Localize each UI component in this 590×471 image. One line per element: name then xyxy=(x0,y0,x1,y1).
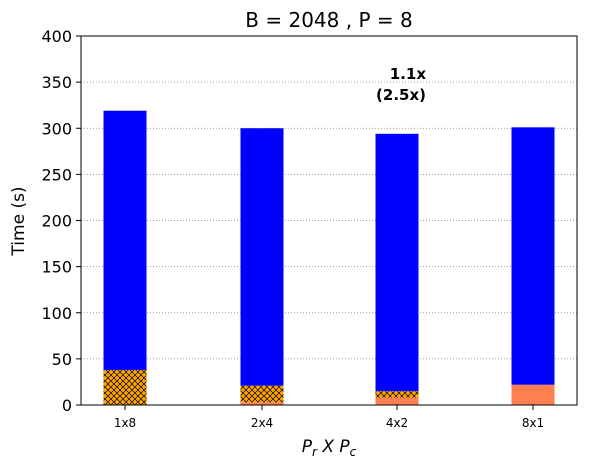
y-ticks: 0 50 100 150 200 250 300 350 400 xyxy=(41,27,81,415)
y-tick-label: 0 xyxy=(62,396,72,415)
speedup-annotation-secondary: (2.5x) xyxy=(376,86,426,104)
y-tick-label: 350 xyxy=(41,73,72,92)
grid-lines xyxy=(81,81,577,360)
bar-stacks xyxy=(103,110,555,405)
x-ticks: 1x8 2x4 4x2 8x1 xyxy=(114,405,544,430)
y-tick-label: 250 xyxy=(41,165,72,184)
bar-segment-8x1-2 xyxy=(511,127,555,385)
x-axis-label-base1: P xyxy=(302,437,313,457)
x-axis-label-sub1: r xyxy=(312,445,318,459)
x-axis-label-base2: P xyxy=(339,437,350,457)
x-tick-label: 2x4 xyxy=(251,416,273,430)
plot-frame xyxy=(80,35,578,406)
bar-segment-2x4-2 xyxy=(240,128,284,386)
chart-title: B = 2048 , P = 8 xyxy=(245,8,412,32)
bar-segment-1x8-1 xyxy=(103,369,147,405)
x-axis-label-sub2: c xyxy=(350,445,357,459)
x-axis-label-mid: X xyxy=(317,437,339,457)
bar-segment-8x1-0 xyxy=(511,384,555,405)
annotations: 1.1x (2.5x) xyxy=(376,65,426,104)
x-tick-label: 1x8 xyxy=(114,416,136,430)
y-axis-label: Time (s) xyxy=(9,186,29,256)
y-tick-label: 50 xyxy=(52,350,72,369)
y-tick-label: 200 xyxy=(41,212,72,231)
y-tick-label: 400 xyxy=(41,27,72,46)
bar-segment-4x2-0 xyxy=(375,397,419,405)
x-tick-label: 4x2 xyxy=(386,416,408,430)
bar-segment-4x2-1 xyxy=(375,391,419,398)
bar-segment-2x4-1 xyxy=(240,385,284,403)
speedup-annotation: 1.1x xyxy=(390,65,427,83)
x-axis-label: Pr X Pc xyxy=(302,437,357,459)
y-tick-label: 150 xyxy=(41,258,72,277)
y-tick-label: 300 xyxy=(41,119,72,138)
x-tick-label: 8x1 xyxy=(522,416,544,430)
bar-segment-4x2-2 xyxy=(375,133,419,392)
y-tick-label: 100 xyxy=(41,304,72,323)
bar-segment-2x4-0 xyxy=(240,402,284,405)
bar-segment-1x8-2 xyxy=(103,110,147,370)
